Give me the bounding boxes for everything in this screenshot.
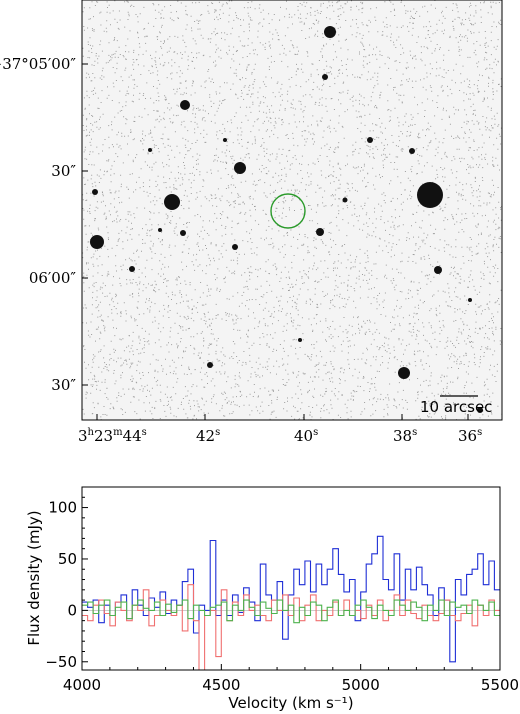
- y-tick-label: 100: [48, 499, 77, 517]
- spectrum-chart: 4000 4500 5000 5500 −50 0 50 100 Velocity (km s…: [25, 486, 519, 712]
- star: [92, 189, 98, 195]
- star: [316, 228, 324, 236]
- target-aperture-circle: [270, 193, 306, 229]
- star: [417, 182, 443, 208]
- sky-image-background: [82, 0, 502, 420]
- star: [398, 367, 410, 379]
- x-tick-label: 5000: [342, 676, 380, 694]
- star: [223, 138, 227, 142]
- ra-tick-label: 38s: [393, 427, 417, 445]
- star: [468, 298, 472, 302]
- x-tick-label: 4500: [202, 676, 240, 694]
- star: [477, 407, 483, 413]
- ra-tick-label: 3h23m44s: [78, 427, 147, 445]
- star: [409, 148, 415, 154]
- y-axis-label: Flux density (mJy): [25, 510, 43, 645]
- dec-tick-label: 30″: [51, 376, 76, 394]
- star: [322, 74, 328, 80]
- star: [342, 197, 348, 203]
- spectrum-ticks: 4000 4500 5000 5500 −50 0 50 100: [45, 496, 519, 694]
- dec-tick-label: 30″: [51, 162, 76, 180]
- sky-image-panel: 10 arcsec −37°05′00″ 30″ 06′00″ 30″ 3h23…: [0, 0, 503, 445]
- star: [180, 100, 190, 110]
- star: [207, 362, 213, 368]
- star: [90, 235, 104, 249]
- spectrum-series-line: [82, 599, 500, 624]
- star: [148, 148, 152, 152]
- star: [129, 266, 135, 272]
- x-tick-label: 5500: [481, 676, 519, 694]
- ra-axis: 3h23m44s 42s 40s 38s 36s: [78, 414, 482, 445]
- scale-bar-label: 10 arcsec: [420, 398, 492, 416]
- dec-tick-label: −37°05′00″: [0, 55, 76, 73]
- y-tick-label: −50: [45, 653, 77, 671]
- y-tick-label: 0: [67, 601, 77, 619]
- star: [232, 244, 238, 250]
- stars: [90, 26, 483, 413]
- ra-tick-label: 42s: [196, 427, 220, 445]
- star: [180, 230, 186, 236]
- star: [158, 228, 162, 232]
- star: [434, 266, 442, 274]
- dec-tick-label: 06′00″: [29, 269, 77, 287]
- x-axis-label: Velocity (km s⁻¹): [228, 694, 353, 712]
- star: [164, 194, 180, 210]
- x-tick-label: 4000: [63, 676, 101, 694]
- spectrum-series-line: [82, 535, 500, 663]
- sky-image-frame: [81, 0, 503, 421]
- y-tick-label: 50: [58, 550, 77, 568]
- spectrum-series-line: [82, 584, 500, 670]
- star: [324, 26, 336, 38]
- spectrum-plot-area: [82, 535, 500, 670]
- star: [234, 162, 246, 174]
- star: [298, 338, 302, 342]
- ra-tick-label: 40s: [294, 427, 318, 445]
- star: [367, 137, 373, 143]
- dec-axis: −37°05′00″ 30″ 06′00″ 30″: [0, 55, 88, 394]
- spectrum-frame: [81, 486, 501, 671]
- ra-tick-label: 36s: [458, 427, 482, 445]
